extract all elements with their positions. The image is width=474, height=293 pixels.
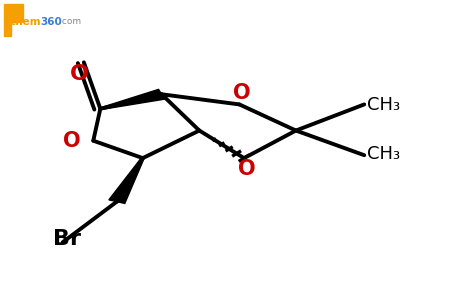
Text: 360: 360: [40, 17, 62, 27]
Text: chem: chem: [10, 17, 42, 27]
Polygon shape: [4, 4, 23, 36]
Text: O: O: [70, 64, 89, 84]
Text: O: O: [233, 84, 251, 103]
Text: Br: Br: [54, 229, 82, 249]
Polygon shape: [100, 89, 164, 110]
Polygon shape: [109, 158, 144, 203]
Text: O: O: [237, 159, 255, 179]
Text: .com: .com: [59, 17, 82, 26]
Text: O: O: [63, 131, 81, 151]
Text: CH₃: CH₃: [366, 96, 400, 114]
Text: CH₃: CH₃: [366, 145, 400, 163]
